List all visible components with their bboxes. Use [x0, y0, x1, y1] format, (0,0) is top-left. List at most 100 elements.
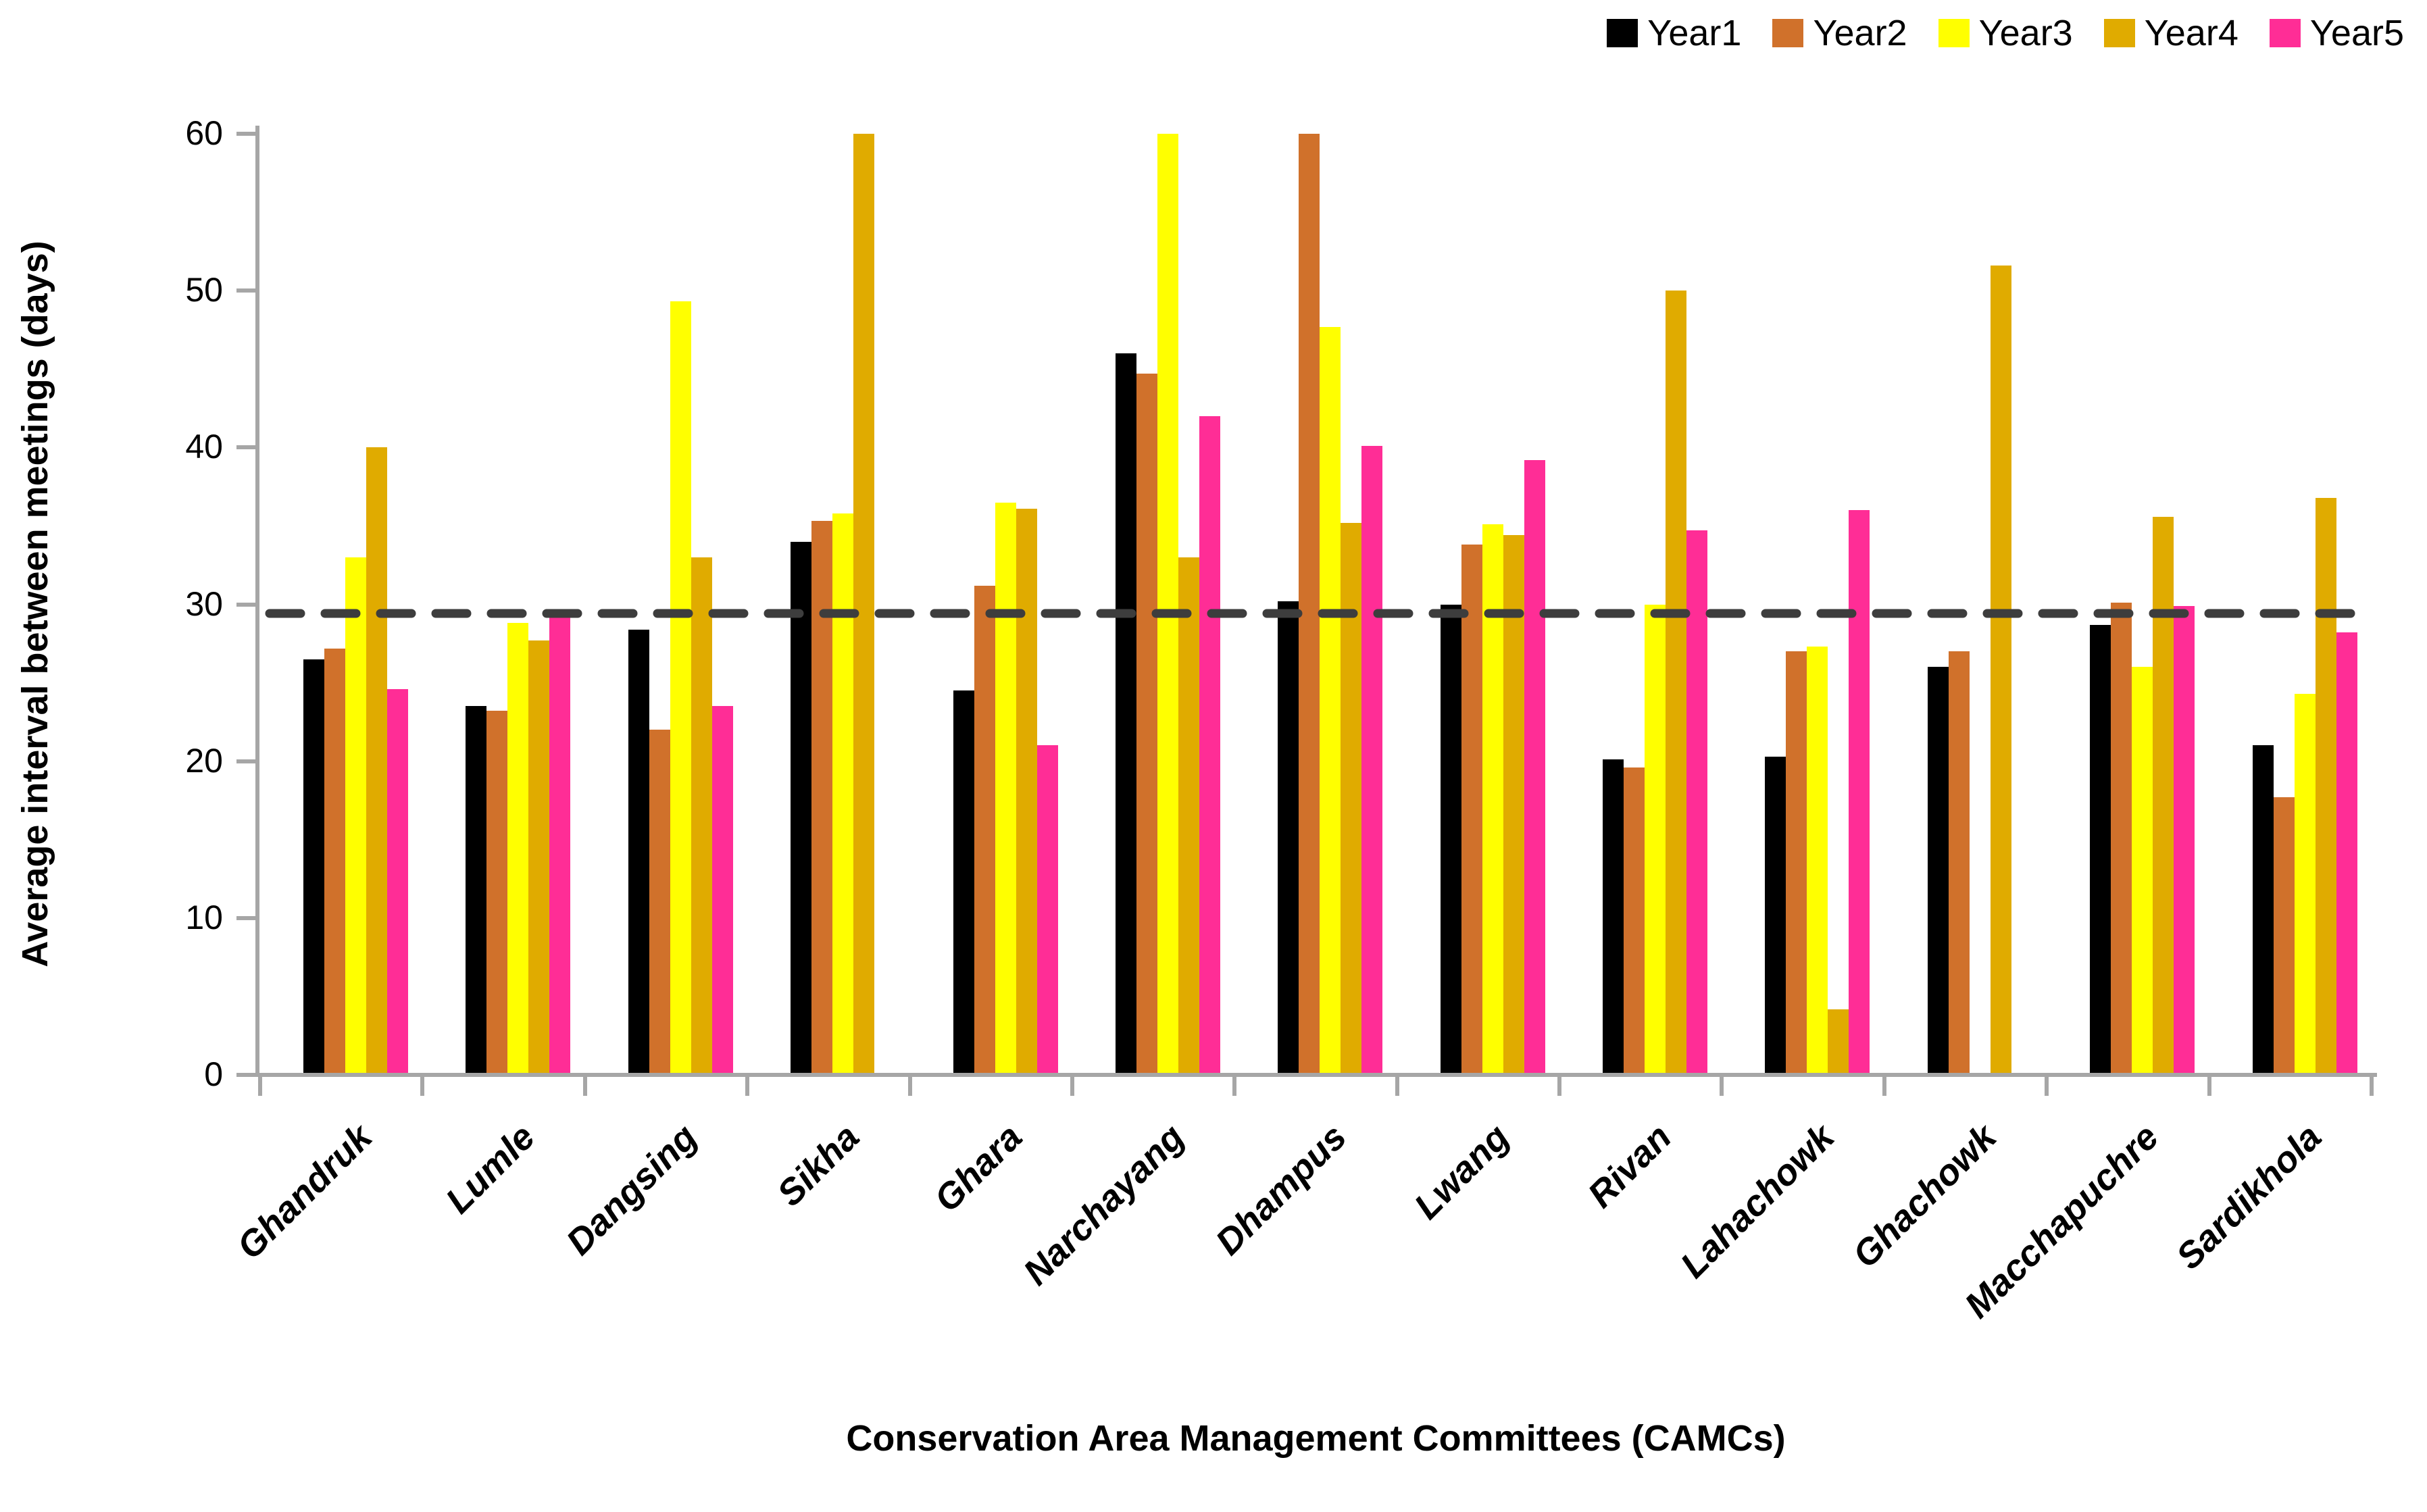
- bar-year3-lahachowk: [1807, 647, 1828, 1075]
- bar-year1-macchapuchre: [2090, 624, 2111, 1075]
- x-tick-6: [1232, 1076, 1237, 1096]
- legend-item-year1: Year1: [1607, 15, 1741, 51]
- bar-year2-lahachowk: [1786, 651, 1807, 1075]
- x-tick-9: [1720, 1076, 1724, 1096]
- bar-year2-ghandruk: [324, 648, 345, 1075]
- bar-year3-rivan: [1645, 604, 1666, 1075]
- bar-year1-ghachowk: [1927, 667, 1949, 1075]
- bar-year5-dangsing: [711, 706, 733, 1075]
- bar-year5-macchapuchre: [2174, 605, 2195, 1075]
- legend-item-year2: Year2: [1772, 15, 1907, 51]
- y-tick-0: [236, 1073, 257, 1077]
- legend: Year1 Year2 Year3 Year4 Year5: [1607, 15, 2404, 51]
- legend-label-year1: Year1: [1647, 13, 1742, 53]
- bar-year5-ghara: [1036, 745, 1058, 1075]
- bar-year5-dhampus: [1361, 446, 1383, 1075]
- legend-swatch-year1: [1607, 19, 1638, 47]
- bar-year2-dhampus: [1299, 134, 1320, 1075]
- legend-item-year5: Year5: [2269, 13, 2404, 53]
- y-tick-label-50: 50: [185, 271, 223, 309]
- bar-year2-sikha: [811, 521, 833, 1075]
- legend-swatch-year5: [2269, 19, 2301, 47]
- bar-year4-lumle: [528, 640, 550, 1075]
- bar-year4-narchayang: [1178, 557, 1199, 1075]
- bar-year4-macchapuchre: [2153, 516, 2174, 1075]
- bar-year5-lumle: [549, 613, 571, 1075]
- bar-year3-lumle: [507, 623, 529, 1075]
- bar-year3-sikha: [832, 513, 854, 1075]
- bar-year3-lwang: [1482, 524, 1503, 1075]
- legend-item-year3: Year3: [1938, 15, 2073, 51]
- bar-year2-lwang: [1461, 545, 1482, 1075]
- bar-year5-rivan: [1686, 530, 1708, 1075]
- y-tick-label-40: 40: [185, 428, 223, 466]
- bar-year3-ghandruk: [345, 557, 366, 1075]
- bar-year5-lwang: [1524, 459, 1545, 1075]
- plot-area: [260, 134, 2372, 1075]
- x-tick-8: [1557, 1076, 1562, 1096]
- bar-year3-dangsing: [670, 301, 691, 1075]
- bar-year1-ghara: [953, 690, 974, 1075]
- y-axis-line: [255, 126, 259, 1077]
- bar-year1-dhampus: [1278, 601, 1299, 1075]
- bar-year3-sardikhola: [2294, 693, 2316, 1075]
- y-tick-30: [236, 602, 257, 607]
- bar-year4-lahachowk: [1828, 1009, 1849, 1075]
- x-tick-0: [258, 1076, 262, 1096]
- bar-year1-sardikhola: [2252, 745, 2274, 1075]
- bar-year1-narchayang: [1115, 353, 1136, 1075]
- x-tick-7: [1395, 1076, 1399, 1096]
- bar-year1-ghandruk: [303, 659, 324, 1075]
- y-tick-label-20: 20: [185, 741, 223, 780]
- x-tick-13: [2370, 1076, 2374, 1096]
- bar-year4-lwang: [1503, 535, 1524, 1075]
- bar-year2-macchapuchre: [2111, 603, 2132, 1075]
- y-tick-60: [236, 132, 257, 136]
- legend-item-year4: Year4: [2103, 13, 2238, 53]
- bar-year4-dhampus: [1341, 522, 1362, 1075]
- legend-swatch-year4: [2103, 19, 2135, 47]
- x-axis-title: Conservation Area Management Committees …: [846, 1418, 1786, 1459]
- x-tick-5: [1070, 1076, 1074, 1096]
- bar-year1-lumle: [466, 706, 487, 1075]
- bar-year3-macchapuchre: [2132, 667, 2153, 1075]
- bar-year5-sardikhola: [2336, 632, 2357, 1075]
- bar-year4-sikha: [853, 134, 875, 1075]
- bar-year1-sikha: [791, 541, 812, 1075]
- bar-year1-rivan: [1603, 759, 1624, 1075]
- bar-year4-rivan: [1666, 291, 1687, 1075]
- x-tick-12: [2207, 1076, 2211, 1096]
- y-tick-50: [236, 288, 257, 293]
- bar-year3-narchayang: [1157, 134, 1178, 1075]
- y-tick-label-10: 10: [185, 898, 223, 936]
- bar-year5-ghandruk: [387, 688, 408, 1075]
- x-tick-4: [907, 1076, 912, 1096]
- legend-label-year5: Year5: [2309, 13, 2404, 53]
- bar-year2-lumle: [486, 711, 508, 1075]
- y-tick-label-30: 30: [185, 584, 223, 623]
- y-tick-10: [236, 915, 257, 920]
- bar-year2-dangsing: [649, 730, 670, 1075]
- bar-year3-ghara: [995, 502, 1016, 1075]
- bar-year4-ghachowk: [1990, 266, 2011, 1075]
- bar-year4-dangsing: [691, 557, 712, 1075]
- legend-label-year4: Year4: [2144, 13, 2238, 53]
- x-tick-11: [2045, 1076, 2049, 1096]
- bar-year2-narchayang: [1136, 374, 1157, 1075]
- legend-swatch-year2: [1772, 19, 1804, 47]
- bar-year2-sardikhola: [2273, 797, 2295, 1075]
- legend-label-year2: Year2: [1813, 13, 1907, 53]
- legend-swatch-year3: [1938, 19, 1970, 47]
- bar-year1-lwang: [1440, 604, 1461, 1075]
- legend-label-year3: Year3: [1978, 13, 2073, 53]
- bar-year5-lahachowk: [1849, 510, 1870, 1075]
- bar-year3-dhampus: [1320, 326, 1341, 1075]
- y-tick-label-0: 0: [204, 1055, 223, 1093]
- bar-year2-rivan: [1624, 767, 1645, 1075]
- x-tick-10: [1882, 1076, 1886, 1096]
- bar-year4-sardikhola: [2315, 497, 2336, 1075]
- x-axis-line: [255, 1073, 2377, 1077]
- y-tick-label-60: 60: [185, 114, 223, 152]
- bar-year4-ghara: [1016, 508, 1037, 1075]
